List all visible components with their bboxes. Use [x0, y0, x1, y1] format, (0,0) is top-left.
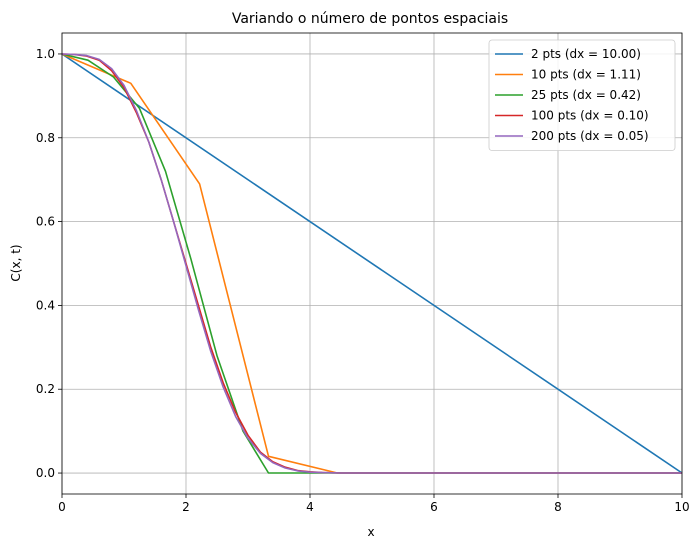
x-axis-label: x — [367, 525, 374, 539]
x-tick-label: 4 — [306, 500, 314, 514]
x-axis-ticks: 0 2 4 6 8 10 — [58, 494, 690, 514]
x-tick-label: 2 — [182, 500, 190, 514]
y-axis-label: C(x, t) — [9, 244, 23, 281]
x-tick-label: 6 — [430, 500, 438, 514]
legend-label: 100 pts (dx = 0.10) — [531, 109, 649, 123]
y-tick-label: 0.6 — [36, 215, 55, 229]
legend-box — [488, 39, 676, 151]
legend-label: 2 pts (dx = 10.00) — [531, 47, 641, 61]
legend-label: 200 pts (dx = 0.05) — [531, 129, 649, 143]
series-line-5 — [61, 53, 682, 474]
x-tick-label: 0 — [58, 500, 66, 514]
plot-lines — [61, 53, 683, 474]
y-tick-label: 0.8 — [36, 131, 55, 145]
legend-label: 10 pts (dx = 1.11) — [531, 68, 641, 82]
x-tick-label: 8 — [554, 500, 562, 514]
x-tick-label: 10 — [674, 500, 689, 514]
plot-frame — [61, 32, 683, 495]
series-line-1 — [61, 53, 683, 474]
y-tick-label: 1.0 — [36, 47, 55, 61]
y-tick-label: 0.4 — [36, 298, 55, 312]
y-axis-ticks: 0.0 0.2 0.4 0.6 0.8 1.0 — [36, 47, 62, 480]
legend-label: 25 pts (dx = 0.42) — [531, 88, 641, 102]
y-tick-label: 0.0 — [36, 466, 55, 480]
y-tick-label: 0.2 — [36, 382, 55, 396]
legend: 2 pts (dx = 10.00) 10 pts (dx = 1.11) 25 p… — [488, 39, 676, 151]
chart-title: Variando o número de pontos espaciais — [232, 11, 508, 27]
